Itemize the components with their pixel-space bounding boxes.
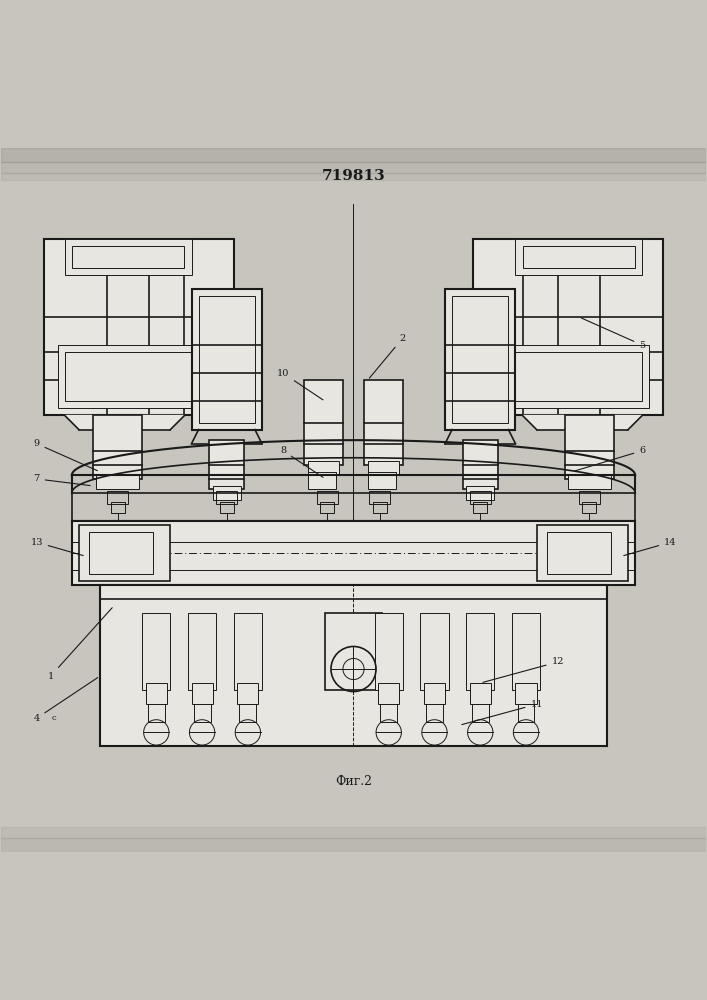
Bar xyxy=(373,502,387,513)
Bar xyxy=(462,440,498,489)
Text: 12: 12 xyxy=(483,657,564,682)
Bar xyxy=(445,289,515,430)
Bar xyxy=(308,461,339,475)
Text: 14: 14 xyxy=(624,538,677,556)
Bar xyxy=(369,491,390,504)
Polygon shape xyxy=(65,415,185,430)
Bar xyxy=(79,525,170,581)
Bar xyxy=(142,613,170,690)
Bar xyxy=(469,683,491,704)
Bar xyxy=(220,502,234,513)
Bar xyxy=(320,502,334,513)
Bar xyxy=(469,491,491,504)
Bar xyxy=(188,613,216,690)
Text: 10: 10 xyxy=(277,369,323,400)
Bar xyxy=(426,704,443,722)
Text: 2: 2 xyxy=(369,334,406,378)
Text: 719813: 719813 xyxy=(322,169,385,183)
Bar xyxy=(148,704,165,722)
Bar xyxy=(547,532,611,574)
Bar xyxy=(568,475,611,489)
Bar xyxy=(238,683,259,704)
Bar xyxy=(304,380,343,465)
Text: 6: 6 xyxy=(575,446,645,471)
Bar xyxy=(325,613,382,690)
Bar xyxy=(1,173,706,180)
Bar xyxy=(515,683,537,704)
Bar xyxy=(583,502,597,513)
Bar xyxy=(515,239,642,275)
Text: 11: 11 xyxy=(462,700,543,725)
Bar xyxy=(380,704,397,722)
Bar xyxy=(1,838,706,852)
Bar xyxy=(472,704,489,722)
Text: 5: 5 xyxy=(581,318,645,350)
Text: 4: 4 xyxy=(33,678,98,723)
Text: 7: 7 xyxy=(33,474,90,486)
Bar xyxy=(107,491,128,504)
Bar xyxy=(512,613,540,690)
Bar xyxy=(100,585,607,746)
Bar xyxy=(65,352,213,401)
Bar xyxy=(487,345,649,408)
Bar xyxy=(234,613,262,690)
Bar xyxy=(452,296,508,423)
Bar xyxy=(308,472,336,489)
Bar xyxy=(494,352,642,401)
Bar xyxy=(518,704,534,722)
Bar xyxy=(96,475,139,489)
Bar xyxy=(93,415,142,479)
Bar xyxy=(58,345,220,408)
Bar xyxy=(473,502,487,513)
Bar xyxy=(565,415,614,479)
Bar xyxy=(421,613,448,690)
Bar xyxy=(364,380,403,465)
Text: 13: 13 xyxy=(30,538,83,556)
Bar xyxy=(216,491,238,504)
Bar xyxy=(317,491,338,504)
Bar xyxy=(72,246,185,268)
Bar xyxy=(378,683,399,704)
Text: Фиг.2: Фиг.2 xyxy=(335,775,372,788)
Text: 9: 9 xyxy=(33,439,98,471)
Bar xyxy=(537,525,628,581)
Bar xyxy=(192,289,262,430)
Bar xyxy=(209,440,245,489)
Text: 8: 8 xyxy=(280,446,323,477)
Bar xyxy=(240,704,257,722)
Bar xyxy=(146,683,167,704)
Bar xyxy=(375,613,403,690)
Bar xyxy=(1,148,706,162)
Bar xyxy=(44,239,234,415)
Text: 1: 1 xyxy=(47,608,112,681)
Bar xyxy=(194,704,211,722)
Bar xyxy=(368,461,399,475)
Bar xyxy=(1,827,706,838)
Bar xyxy=(1,162,706,173)
Bar xyxy=(579,491,600,504)
Bar xyxy=(466,613,494,690)
Bar xyxy=(65,239,192,275)
Bar xyxy=(192,683,213,704)
Bar xyxy=(522,246,635,268)
Bar xyxy=(466,486,494,500)
Bar xyxy=(368,472,396,489)
Bar xyxy=(89,532,153,574)
Polygon shape xyxy=(522,415,642,430)
Bar xyxy=(213,486,241,500)
Bar xyxy=(199,296,255,423)
Bar xyxy=(424,683,445,704)
Text: с: с xyxy=(52,714,57,722)
Bar xyxy=(473,239,663,415)
Bar xyxy=(110,502,124,513)
Bar xyxy=(72,521,635,585)
